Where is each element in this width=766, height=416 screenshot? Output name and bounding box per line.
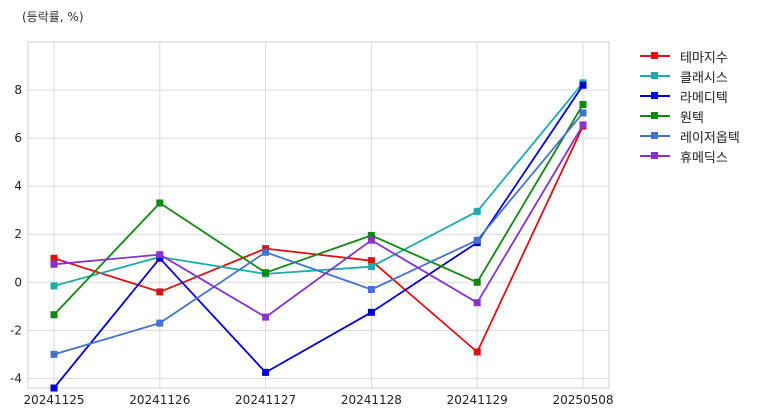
data-point: [367, 263, 375, 271]
data-point: [367, 231, 375, 239]
data-point: [262, 245, 270, 253]
y-tick-label: -4: [10, 371, 22, 385]
y-tick-label: 6: [14, 131, 22, 145]
y-tick-label: 2: [14, 227, 22, 241]
legend-swatch: [640, 150, 670, 162]
x-tick-label: 20241126: [129, 393, 190, 407]
y-axis-unit-label: (등락률, %): [22, 10, 84, 24]
legend-swatch: [640, 50, 670, 62]
legend-label: 라메디텍: [680, 90, 728, 106]
y-tick-label: 4: [14, 179, 22, 193]
x-tick-label: 20241125: [23, 393, 84, 407]
data-point: [50, 254, 58, 262]
x-tick-label: 20241127: [235, 393, 296, 407]
x-tick-label: 20241128: [341, 393, 402, 407]
data-point: [473, 236, 481, 244]
series-5: [50, 109, 587, 358]
legend-label: 클래시스: [680, 70, 728, 86]
y-tick-label: -2: [10, 323, 22, 337]
data-point: [156, 288, 164, 296]
data-point: [262, 368, 270, 376]
legend-item: 클래시스: [640, 66, 740, 86]
legend-swatch: [640, 70, 670, 82]
series-line: [53, 84, 584, 389]
data-point: [50, 282, 58, 290]
data-point: [156, 319, 164, 327]
data-point: [50, 384, 58, 392]
x-tick-label: 20250508: [552, 393, 613, 407]
data-point: [262, 269, 270, 277]
legend-label: 원텍: [680, 110, 704, 126]
data-point: [50, 260, 58, 268]
data-point: [156, 251, 164, 259]
data-point: [473, 207, 481, 215]
data-point: [50, 311, 58, 319]
legend-item: 라메디텍: [640, 86, 740, 106]
data-point: [473, 348, 481, 356]
data-point: [579, 100, 587, 108]
data-point: [473, 278, 481, 286]
y-tick-label: 8: [14, 83, 22, 97]
data-point: [473, 299, 481, 307]
x-tick-label: 20241129: [447, 393, 508, 407]
data-point: [156, 199, 164, 207]
series-4: [50, 100, 587, 319]
data-point: [579, 109, 587, 117]
legend-label: 레이저옵텍: [680, 130, 740, 146]
data-point: [579, 121, 587, 129]
legend-item: 휴메딕스: [640, 146, 740, 166]
data-point: [50, 350, 58, 358]
legend-item: 레이저옵텍: [640, 126, 740, 146]
legend-swatch: [640, 110, 670, 122]
legend-swatch: [640, 90, 670, 102]
data-point: [367, 236, 375, 244]
data-point: [262, 248, 270, 256]
y-tick-label: 0: [14, 275, 22, 289]
series-line: [53, 112, 584, 356]
legend-item: 원텍: [640, 106, 740, 126]
data-point: [367, 308, 375, 316]
data-point: [579, 81, 587, 89]
legend-label: 테마지수: [680, 50, 728, 66]
legend-label: 휴메딕스: [680, 150, 728, 166]
series-line: [53, 104, 584, 316]
plot-frame: [27, 41, 610, 389]
series-6: [50, 121, 587, 321]
data-point: [262, 313, 270, 321]
series-line: [53, 124, 584, 319]
data-point: [367, 285, 375, 293]
data-point: [367, 257, 375, 265]
data-point: [156, 254, 164, 262]
legend-item: 테마지수: [640, 46, 740, 66]
legend-swatch: [640, 130, 670, 142]
